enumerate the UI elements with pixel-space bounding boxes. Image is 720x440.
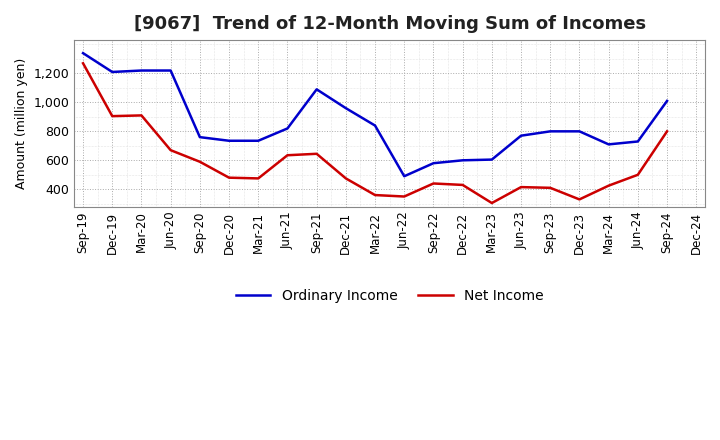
Net Income xyxy=(459,182,467,187)
Ordinary Income xyxy=(634,139,642,144)
Line: Ordinary Income: Ordinary Income xyxy=(83,53,667,176)
Net Income xyxy=(487,200,496,205)
Net Income xyxy=(196,159,204,165)
Net Income xyxy=(575,197,584,202)
Net Income xyxy=(517,184,526,190)
Ordinary Income xyxy=(108,70,117,75)
Ordinary Income xyxy=(662,98,671,103)
Ordinary Income xyxy=(400,174,408,179)
Net Income xyxy=(400,194,408,199)
Net Income xyxy=(225,175,233,180)
Net Income xyxy=(371,192,379,198)
Legend: Ordinary Income, Net Income: Ordinary Income, Net Income xyxy=(230,283,549,308)
Net Income xyxy=(283,153,292,158)
Net Income xyxy=(312,151,321,157)
Y-axis label: Amount (million yen): Amount (million yen) xyxy=(15,58,28,189)
Ordinary Income xyxy=(604,142,613,147)
Ordinary Income xyxy=(459,158,467,163)
Ordinary Income xyxy=(78,51,87,56)
Net Income xyxy=(429,181,438,186)
Ordinary Income xyxy=(283,126,292,131)
Ordinary Income xyxy=(254,138,263,143)
Net Income xyxy=(604,183,613,188)
Ordinary Income xyxy=(166,68,175,73)
Net Income xyxy=(254,176,263,181)
Ordinary Income xyxy=(196,135,204,140)
Ordinary Income xyxy=(371,123,379,128)
Ordinary Income xyxy=(487,157,496,162)
Net Income xyxy=(78,61,87,66)
Net Income xyxy=(166,147,175,153)
Net Income xyxy=(341,176,350,181)
Net Income xyxy=(137,113,145,118)
Ordinary Income xyxy=(517,133,526,138)
Line: Net Income: Net Income xyxy=(83,63,667,203)
Ordinary Income xyxy=(225,138,233,143)
Net Income xyxy=(662,129,671,134)
Ordinary Income xyxy=(341,106,350,111)
Ordinary Income xyxy=(546,129,554,134)
Net Income xyxy=(634,172,642,177)
Ordinary Income xyxy=(575,129,584,134)
Title: [9067]  Trend of 12-Month Moving Sum of Incomes: [9067] Trend of 12-Month Moving Sum of I… xyxy=(134,15,646,33)
Ordinary Income xyxy=(137,68,145,73)
Ordinary Income xyxy=(429,161,438,166)
Ordinary Income xyxy=(312,87,321,92)
Net Income xyxy=(108,114,117,119)
Net Income xyxy=(546,185,554,191)
